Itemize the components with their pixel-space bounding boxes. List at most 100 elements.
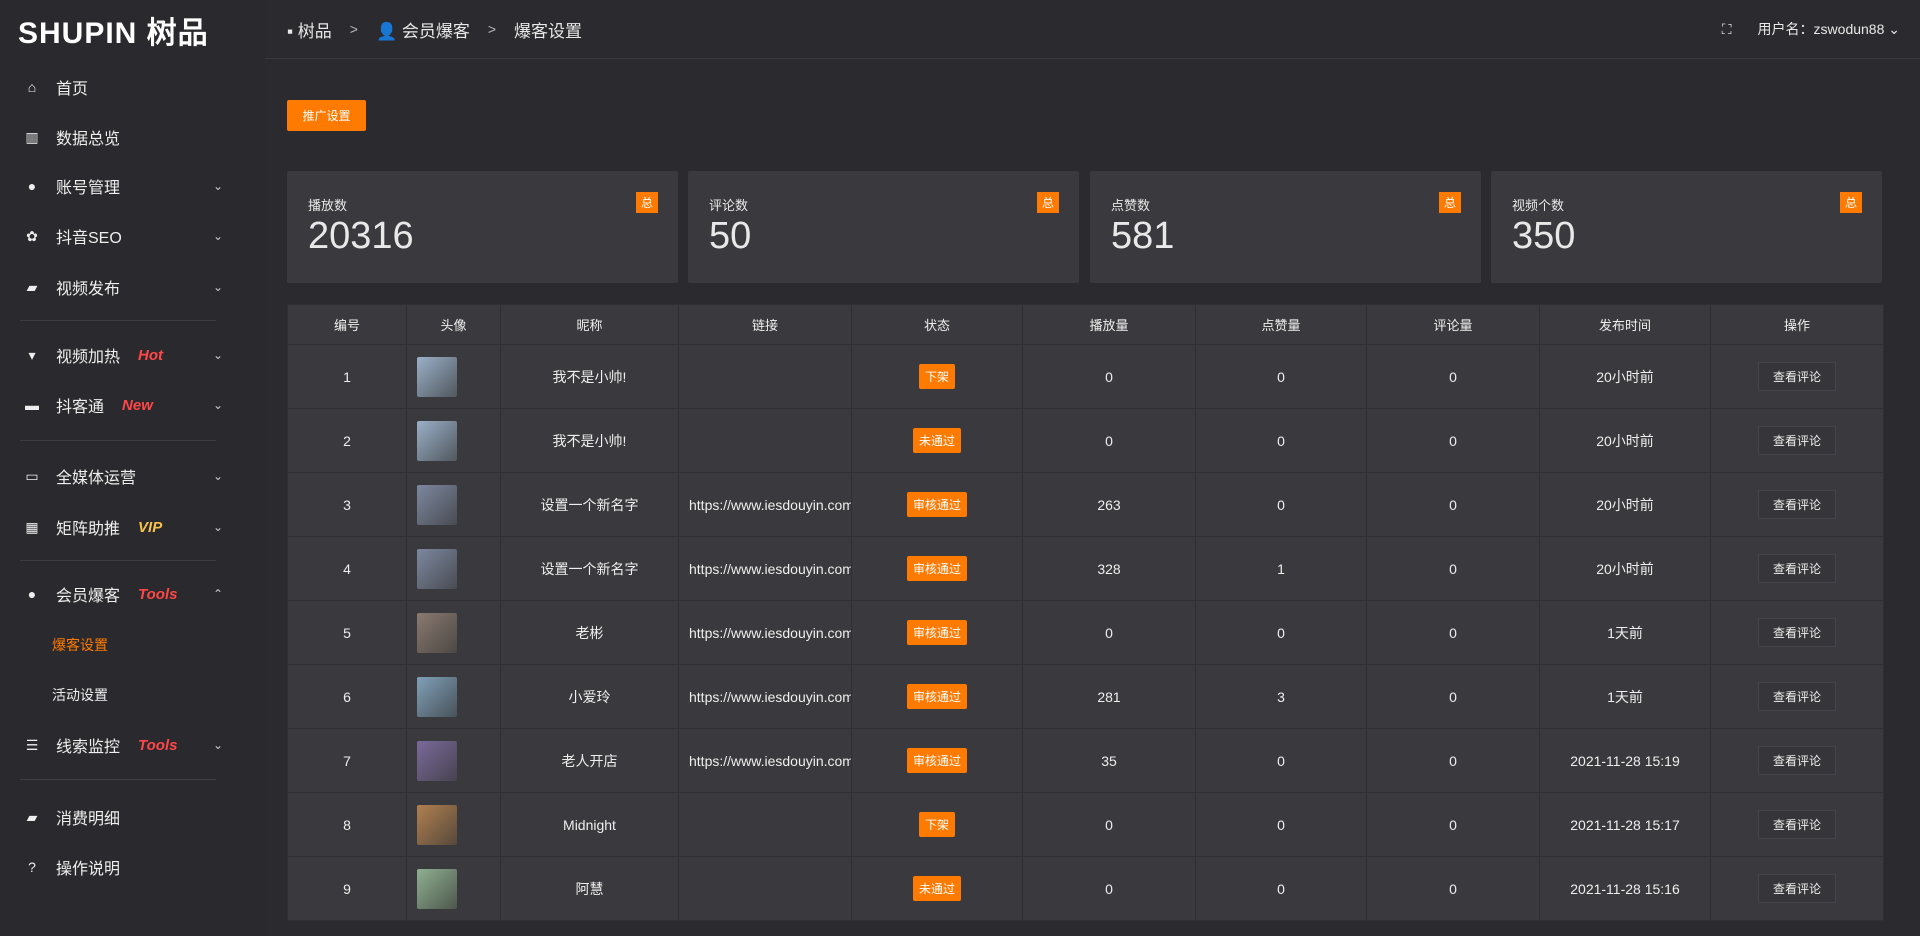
action-cell: 查看评论: [1710, 536, 1884, 601]
likes: 0: [1195, 792, 1367, 857]
sidebar-item-2[interactable]: ● 账号管理 ⌄: [0, 164, 265, 208]
comments: 0: [1366, 536, 1540, 601]
breadcrumb-member[interactable]: 👤 会员爆客: [375, 21, 470, 41]
sidebar-item-0[interactable]: ⌂ 首页: [0, 65, 265, 109]
sidebar-item-tag: New: [122, 396, 153, 414]
view-comments-button[interactable]: 查看评论: [1757, 746, 1836, 775]
view-comments-button[interactable]: 查看评论: [1757, 682, 1836, 711]
view-comments-button[interactable]: 查看评论: [1757, 362, 1836, 391]
sidebar-item-11[interactable]: 活动设置: [0, 673, 265, 717]
plays: 263: [1022, 472, 1196, 537]
status-cell: 审核通过: [851, 536, 1023, 601]
view-comments-button[interactable]: 查看评论: [1757, 618, 1836, 647]
sidebar-item-label: 活动设置: [52, 687, 108, 703]
comments: 0: [1366, 728, 1540, 793]
breadcrumb: ▪ 树品 > 👤 会员爆客 > 爆客设置: [265, 17, 582, 42]
fullscreen-icon[interactable]: ⛶: [1721, 20, 1732, 37]
video-link[interactable]: https://www.iesdouyin.com: [678, 472, 852, 537]
row-id: 5: [287, 600, 407, 665]
view-comments-button[interactable]: 查看评论: [1757, 554, 1836, 583]
total-badge: 总: [635, 192, 658, 213]
help-icon: ?: [28, 859, 36, 875]
comments: 0: [1366, 472, 1540, 537]
view-comments-button[interactable]: 查看评论: [1757, 810, 1836, 839]
sidebar-item-tag: Tools: [138, 736, 178, 754]
sidebar-item-5[interactable]: ▾ 视频加热 Hot ⌄: [0, 333, 265, 377]
status-badge: 下架: [918, 364, 955, 389]
sidebar-item-6[interactable]: ▬ 抖客通 New ⌄: [0, 383, 265, 427]
row-id: 6: [287, 664, 407, 729]
sidebar-item-tag: VIP: [138, 518, 163, 536]
status-badge: 审核通过: [906, 748, 967, 773]
plays: 328: [1022, 536, 1196, 601]
video-link[interactable]: https://www.iesdouyin.com: [678, 664, 852, 729]
nickname: 老人开店: [500, 728, 679, 793]
table-row: 5 老彬 https://www.iesdouyin.com 审核通过 0 0 …: [287, 600, 1884, 665]
likes: 3: [1195, 664, 1367, 729]
column-header: 发布时间: [1539, 304, 1711, 345]
sidebar-item-14[interactable]: ? 操作说明: [0, 845, 265, 889]
stat-label: 播放数: [308, 198, 348, 213]
nickname: 老彬: [500, 600, 679, 665]
publish-time: 20小时前: [1539, 408, 1711, 473]
video-link[interactable]: https://www.iesdouyin.com: [678, 600, 852, 665]
action-cell: 查看评论: [1710, 408, 1884, 473]
sidebar-item-13[interactable]: ▰ 消费明细: [0, 795, 265, 839]
sidebar-item-8[interactable]: ▦ 矩阵助推 VIP ⌄: [0, 505, 265, 549]
avatar: [417, 612, 457, 653]
avatar: [417, 868, 457, 909]
sidebar-item-12[interactable]: ☰ 线索监控 Tools ⌄: [0, 723, 265, 767]
home-icon: ⌂: [27, 79, 37, 95]
avatar-cell: [406, 408, 501, 473]
divider: [20, 779, 216, 780]
video-link[interactable]: https://www.iesdouyin.com: [678, 536, 852, 601]
chevron-down-icon: ⌄: [1884, 21, 1900, 37]
header: ▪ 树品 > 👤 会员爆客 > 爆客设置 ⛶ 用户名：zswodun88 ⌄: [265, 0, 1920, 59]
camera-icon: ▰: [26, 278, 38, 295]
total-badge: 总: [1438, 192, 1461, 213]
chevron-down-icon: ⌄: [212, 179, 223, 193]
sidebar-item-label: 视频加热: [56, 349, 121, 366]
sidebar-item-4[interactable]: ▰ 视频发布 ⌄: [0, 265, 265, 309]
plays: 0: [1022, 408, 1196, 473]
sidebar-item-label: 首页: [56, 81, 89, 98]
avatar: [417, 484, 457, 525]
user-menu[interactable]: 用户名：zswodun88 ⌄: [1758, 19, 1900, 39]
total-badge: 总: [1036, 192, 1059, 213]
row-id: 1: [287, 344, 407, 409]
avatar-cell: [406, 728, 501, 793]
sidebar-item-7[interactable]: ▭ 全媒体运营 ⌄: [0, 454, 265, 498]
chevron-right-icon: >: [349, 21, 358, 37]
publish-time: 20小时前: [1539, 536, 1711, 601]
video-link[interactable]: https://www.iesdouyin.com: [678, 728, 852, 793]
sidebar-item-label: 全媒体运营: [56, 470, 137, 487]
status-cell: 审核通过: [851, 728, 1023, 793]
breadcrumb-home[interactable]: ▪ 树品: [287, 21, 332, 41]
avatar-cell: [406, 600, 501, 665]
divider: [20, 320, 216, 321]
status-cell: 下架: [851, 792, 1023, 857]
chevron-down-icon: ⌄: [212, 348, 223, 362]
sidebar-item-10[interactable]: 爆客设置: [0, 623, 265, 667]
sidebar-item-label: 线索监控: [56, 739, 121, 756]
view-comments-button[interactable]: 查看评论: [1757, 874, 1836, 903]
table-row: 2 我不是小帅! 未通过 0 0 0 20小时前 查看评论: [287, 408, 1884, 473]
view-comments-button[interactable]: 查看评论: [1757, 426, 1836, 455]
status-badge: 未通过: [912, 428, 961, 453]
likes: 0: [1195, 600, 1367, 665]
sidebar-item-3[interactable]: ✿ 抖音SEO ⌄: [0, 214, 265, 258]
stat-card: 点赞数 581 总: [1090, 171, 1481, 283]
column-header: 评论量: [1366, 304, 1540, 345]
chevron-down-icon: ⌄: [212, 229, 223, 243]
sidebar-item-label: 抖客通: [56, 399, 105, 416]
sidebar-item-9[interactable]: ● 会员爆客 Tools ⌃: [0, 572, 265, 616]
promotion-settings-button[interactable]: 推广设置: [287, 100, 366, 131]
table-row: 6 小爱玲 https://www.iesdouyin.com 审核通过 281…: [287, 664, 1884, 729]
avatar-cell: [406, 792, 501, 857]
view-comments-button[interactable]: 查看评论: [1757, 490, 1836, 519]
stat-label: 评论数: [709, 198, 749, 213]
flag-icon: ▾: [28, 346, 36, 363]
sidebar-item-1[interactable]: ▥ 数据总览: [0, 115, 265, 159]
publish-time: 1天前: [1539, 664, 1711, 729]
table-row: 3 设置一个新名字 https://www.iesdouyin.com 审核通过…: [287, 472, 1884, 537]
